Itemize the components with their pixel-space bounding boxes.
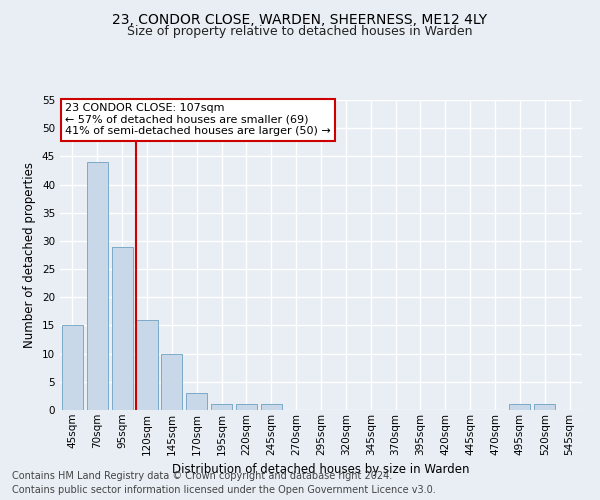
Text: 23, CONDOR CLOSE, WARDEN, SHEERNESS, ME12 4LY: 23, CONDOR CLOSE, WARDEN, SHEERNESS, ME1… (112, 12, 488, 26)
X-axis label: Distribution of detached houses by size in Warden: Distribution of detached houses by size … (172, 463, 470, 476)
Bar (161, 354, 182, 410)
Text: 23 CONDOR CLOSE: 107sqm
← 57% of detached houses are smaller (69)
41% of semi-de: 23 CONDOR CLOSE: 107sqm ← 57% of detache… (65, 103, 331, 136)
Y-axis label: Number of detached properties: Number of detached properties (23, 162, 37, 348)
Bar (509, 404, 530, 410)
Bar (534, 404, 555, 410)
Bar (62, 326, 83, 410)
Text: Size of property relative to detached houses in Warden: Size of property relative to detached ho… (127, 25, 473, 38)
Bar (261, 404, 282, 410)
Bar (136, 320, 158, 410)
Bar (186, 393, 207, 410)
Bar (211, 404, 232, 410)
Text: Contains public sector information licensed under the Open Government Licence v3: Contains public sector information licen… (12, 485, 436, 495)
Bar (87, 162, 108, 410)
Bar (236, 404, 257, 410)
Text: Contains HM Land Registry data © Crown copyright and database right 2024.: Contains HM Land Registry data © Crown c… (12, 471, 392, 481)
Bar (112, 246, 133, 410)
